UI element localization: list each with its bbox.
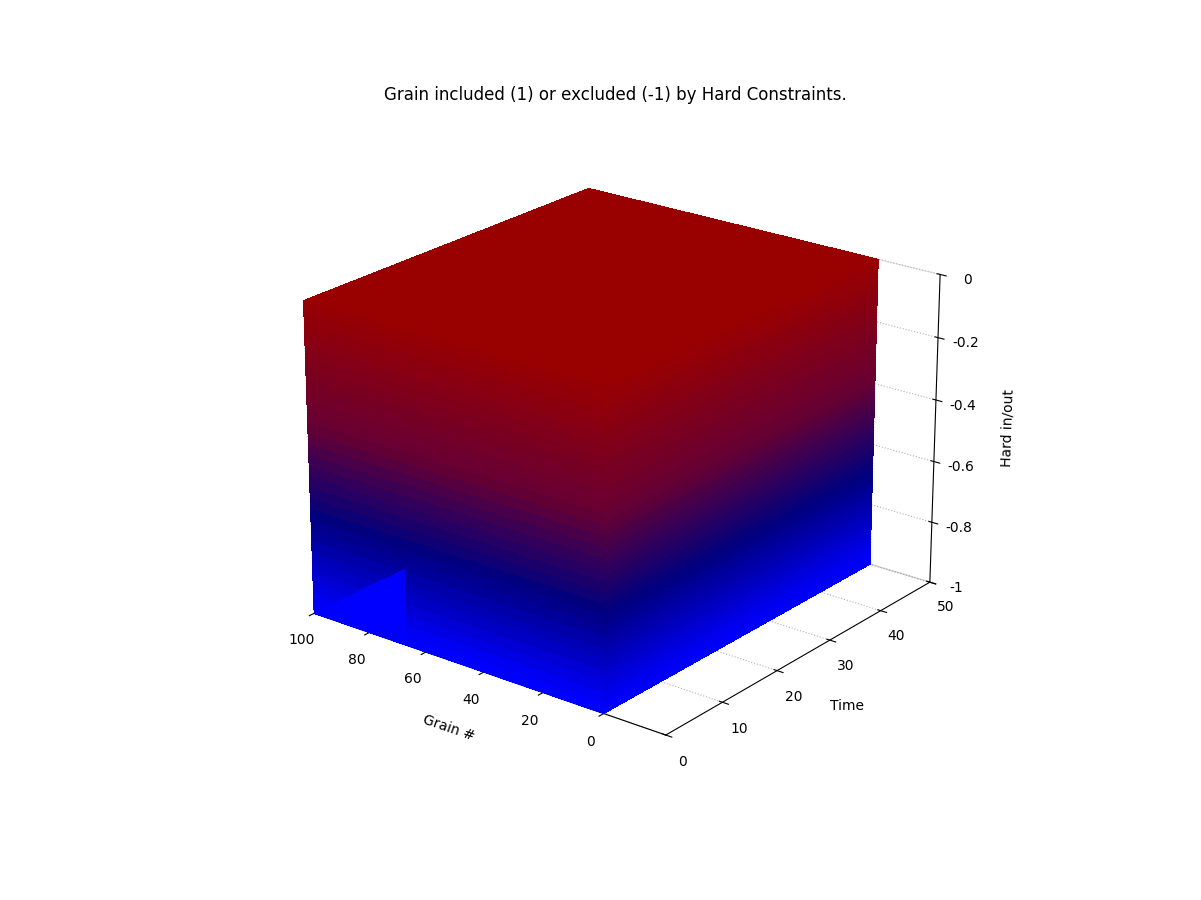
Y-axis label: Time: Time (830, 699, 865, 714)
X-axis label: Grain #: Grain # (422, 713, 477, 743)
Title: Grain included (1) or excluded (-1) by Hard Constraints.: Grain included (1) or excluded (-1) by H… (384, 86, 847, 104)
